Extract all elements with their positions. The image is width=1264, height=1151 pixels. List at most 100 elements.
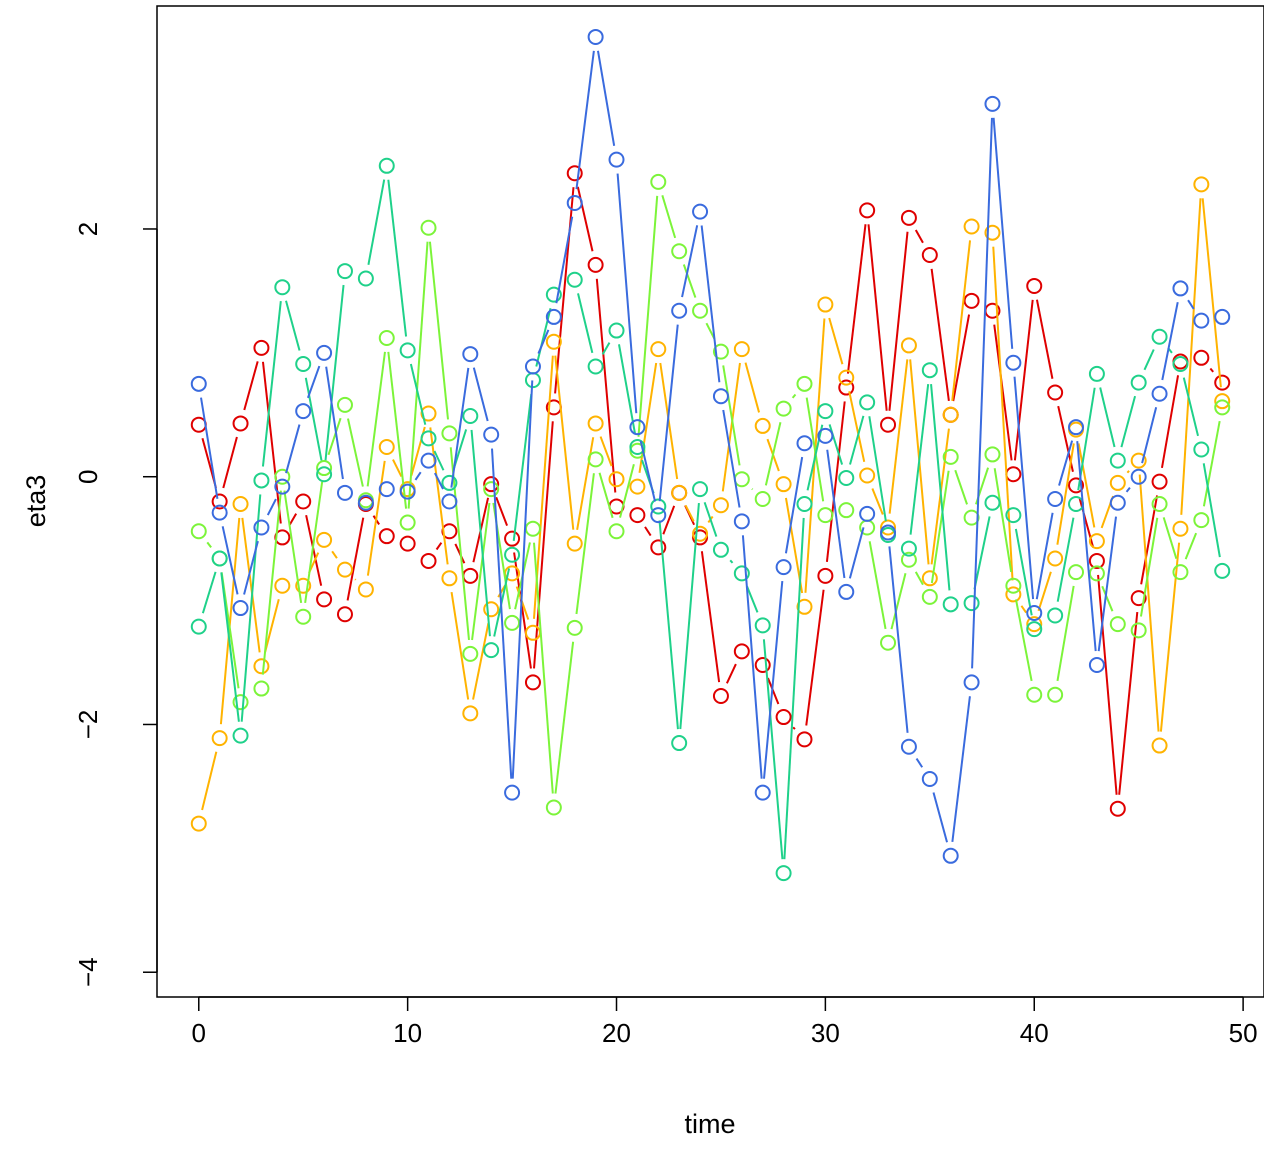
series-2-point xyxy=(796,375,813,392)
series-2-point xyxy=(650,173,667,190)
series-0-segment xyxy=(305,514,323,586)
series-3-point xyxy=(357,270,374,287)
series-3-point xyxy=(232,727,249,744)
series-0-point xyxy=(629,507,646,524)
series-2-point xyxy=(316,460,333,477)
series-0-point xyxy=(838,379,855,396)
series-4-segment xyxy=(722,409,741,508)
series-4-point xyxy=(775,559,792,576)
series-3-point xyxy=(984,494,1001,511)
series-2-point xyxy=(274,468,291,485)
series-3-segment xyxy=(512,393,533,541)
series-1-point xyxy=(1026,616,1043,633)
series-1-segment xyxy=(472,622,490,700)
series-2-point xyxy=(524,520,541,537)
series-1-point xyxy=(1088,533,1105,550)
series-3-segment xyxy=(1202,463,1221,558)
series-2-point xyxy=(671,243,688,260)
series-1-point xyxy=(754,417,771,434)
series-1-point xyxy=(796,598,813,615)
series-0-point xyxy=(733,643,750,660)
series-4-segment xyxy=(414,471,422,481)
series-1-point xyxy=(921,570,938,587)
series-2-segment xyxy=(261,490,282,675)
series-2-point xyxy=(963,509,980,526)
series-2-segment xyxy=(619,464,635,518)
series-3-point xyxy=(441,474,458,491)
series-0-point xyxy=(1068,477,1085,494)
series-1-segment xyxy=(241,517,261,653)
series-3-point xyxy=(378,157,395,174)
series-1-segment xyxy=(1037,571,1052,612)
series-0-segment xyxy=(1035,299,1054,379)
series-4-point xyxy=(232,600,249,617)
series-2 xyxy=(190,173,1231,816)
series-2-segment xyxy=(954,469,968,505)
x-tick-label: 50 xyxy=(1229,1018,1258,1048)
series-1-segment xyxy=(366,460,386,576)
series-4-point xyxy=(1088,657,1105,674)
series-0-segment xyxy=(1097,574,1118,795)
y-tick-label: −4 xyxy=(73,957,103,987)
series-4-point xyxy=(566,194,583,211)
series-3-segment xyxy=(1014,528,1033,616)
series-0-point xyxy=(650,539,667,556)
series-4-point xyxy=(190,375,207,392)
series-3-segment xyxy=(324,284,345,461)
plot-frame xyxy=(156,5,1264,998)
series-0-segment xyxy=(825,401,846,563)
y-axis: −4 −2 0 2 xyxy=(73,222,158,987)
series-0-segment xyxy=(1118,611,1139,795)
series-4-point xyxy=(211,504,228,521)
series-3-point xyxy=(566,271,583,288)
series-2-segment xyxy=(206,541,212,548)
series-0-point xyxy=(441,523,458,540)
series-0-point xyxy=(859,202,876,219)
series-1-segment xyxy=(201,751,218,811)
series-0-segment xyxy=(1140,495,1159,585)
series-1-segment xyxy=(331,550,338,559)
series-3-segment xyxy=(433,450,445,471)
series-0-point xyxy=(796,731,813,748)
series-4-segment xyxy=(888,546,909,733)
series-1-point xyxy=(232,495,249,512)
series-1-segment xyxy=(888,359,909,514)
series-0-point xyxy=(1088,552,1105,569)
series-1-segment xyxy=(721,362,741,492)
series-4-segment xyxy=(285,424,301,474)
series-0-point xyxy=(775,709,792,726)
series-3-point xyxy=(796,495,813,512)
series-1-point xyxy=(1193,176,1210,193)
series-2-point xyxy=(754,491,771,508)
series-3 xyxy=(190,157,1231,882)
series-0-point xyxy=(274,529,291,546)
series-4-segment xyxy=(658,324,679,502)
series-3-point xyxy=(838,469,855,486)
series-3-segment xyxy=(285,300,301,351)
series-2-point xyxy=(775,400,792,417)
series-0-segment xyxy=(644,526,652,537)
series-4-segment xyxy=(992,117,1014,349)
series-4-point xyxy=(1130,468,1147,485)
series-1-point xyxy=(733,341,750,358)
series-0-segment xyxy=(243,361,259,411)
series-1-segment xyxy=(497,584,506,598)
series-4-point xyxy=(796,435,813,452)
series-4-point xyxy=(1047,491,1064,508)
series-3-segment xyxy=(409,363,427,425)
series-4-point xyxy=(984,95,1001,112)
series-0-segment xyxy=(533,421,554,669)
series-2-point xyxy=(1088,565,1105,582)
series-3-segment xyxy=(220,572,240,722)
series-3-point xyxy=(859,394,876,411)
series-0-point xyxy=(880,416,897,433)
series-3-segment xyxy=(201,571,217,614)
series-1-segment xyxy=(871,488,884,515)
series-4-segment xyxy=(575,50,595,190)
series-3-point xyxy=(316,466,333,483)
series-1-point xyxy=(629,478,646,495)
series-4-segment xyxy=(434,472,444,490)
series-4-point xyxy=(1193,312,1210,329)
series-2-point xyxy=(295,608,312,625)
